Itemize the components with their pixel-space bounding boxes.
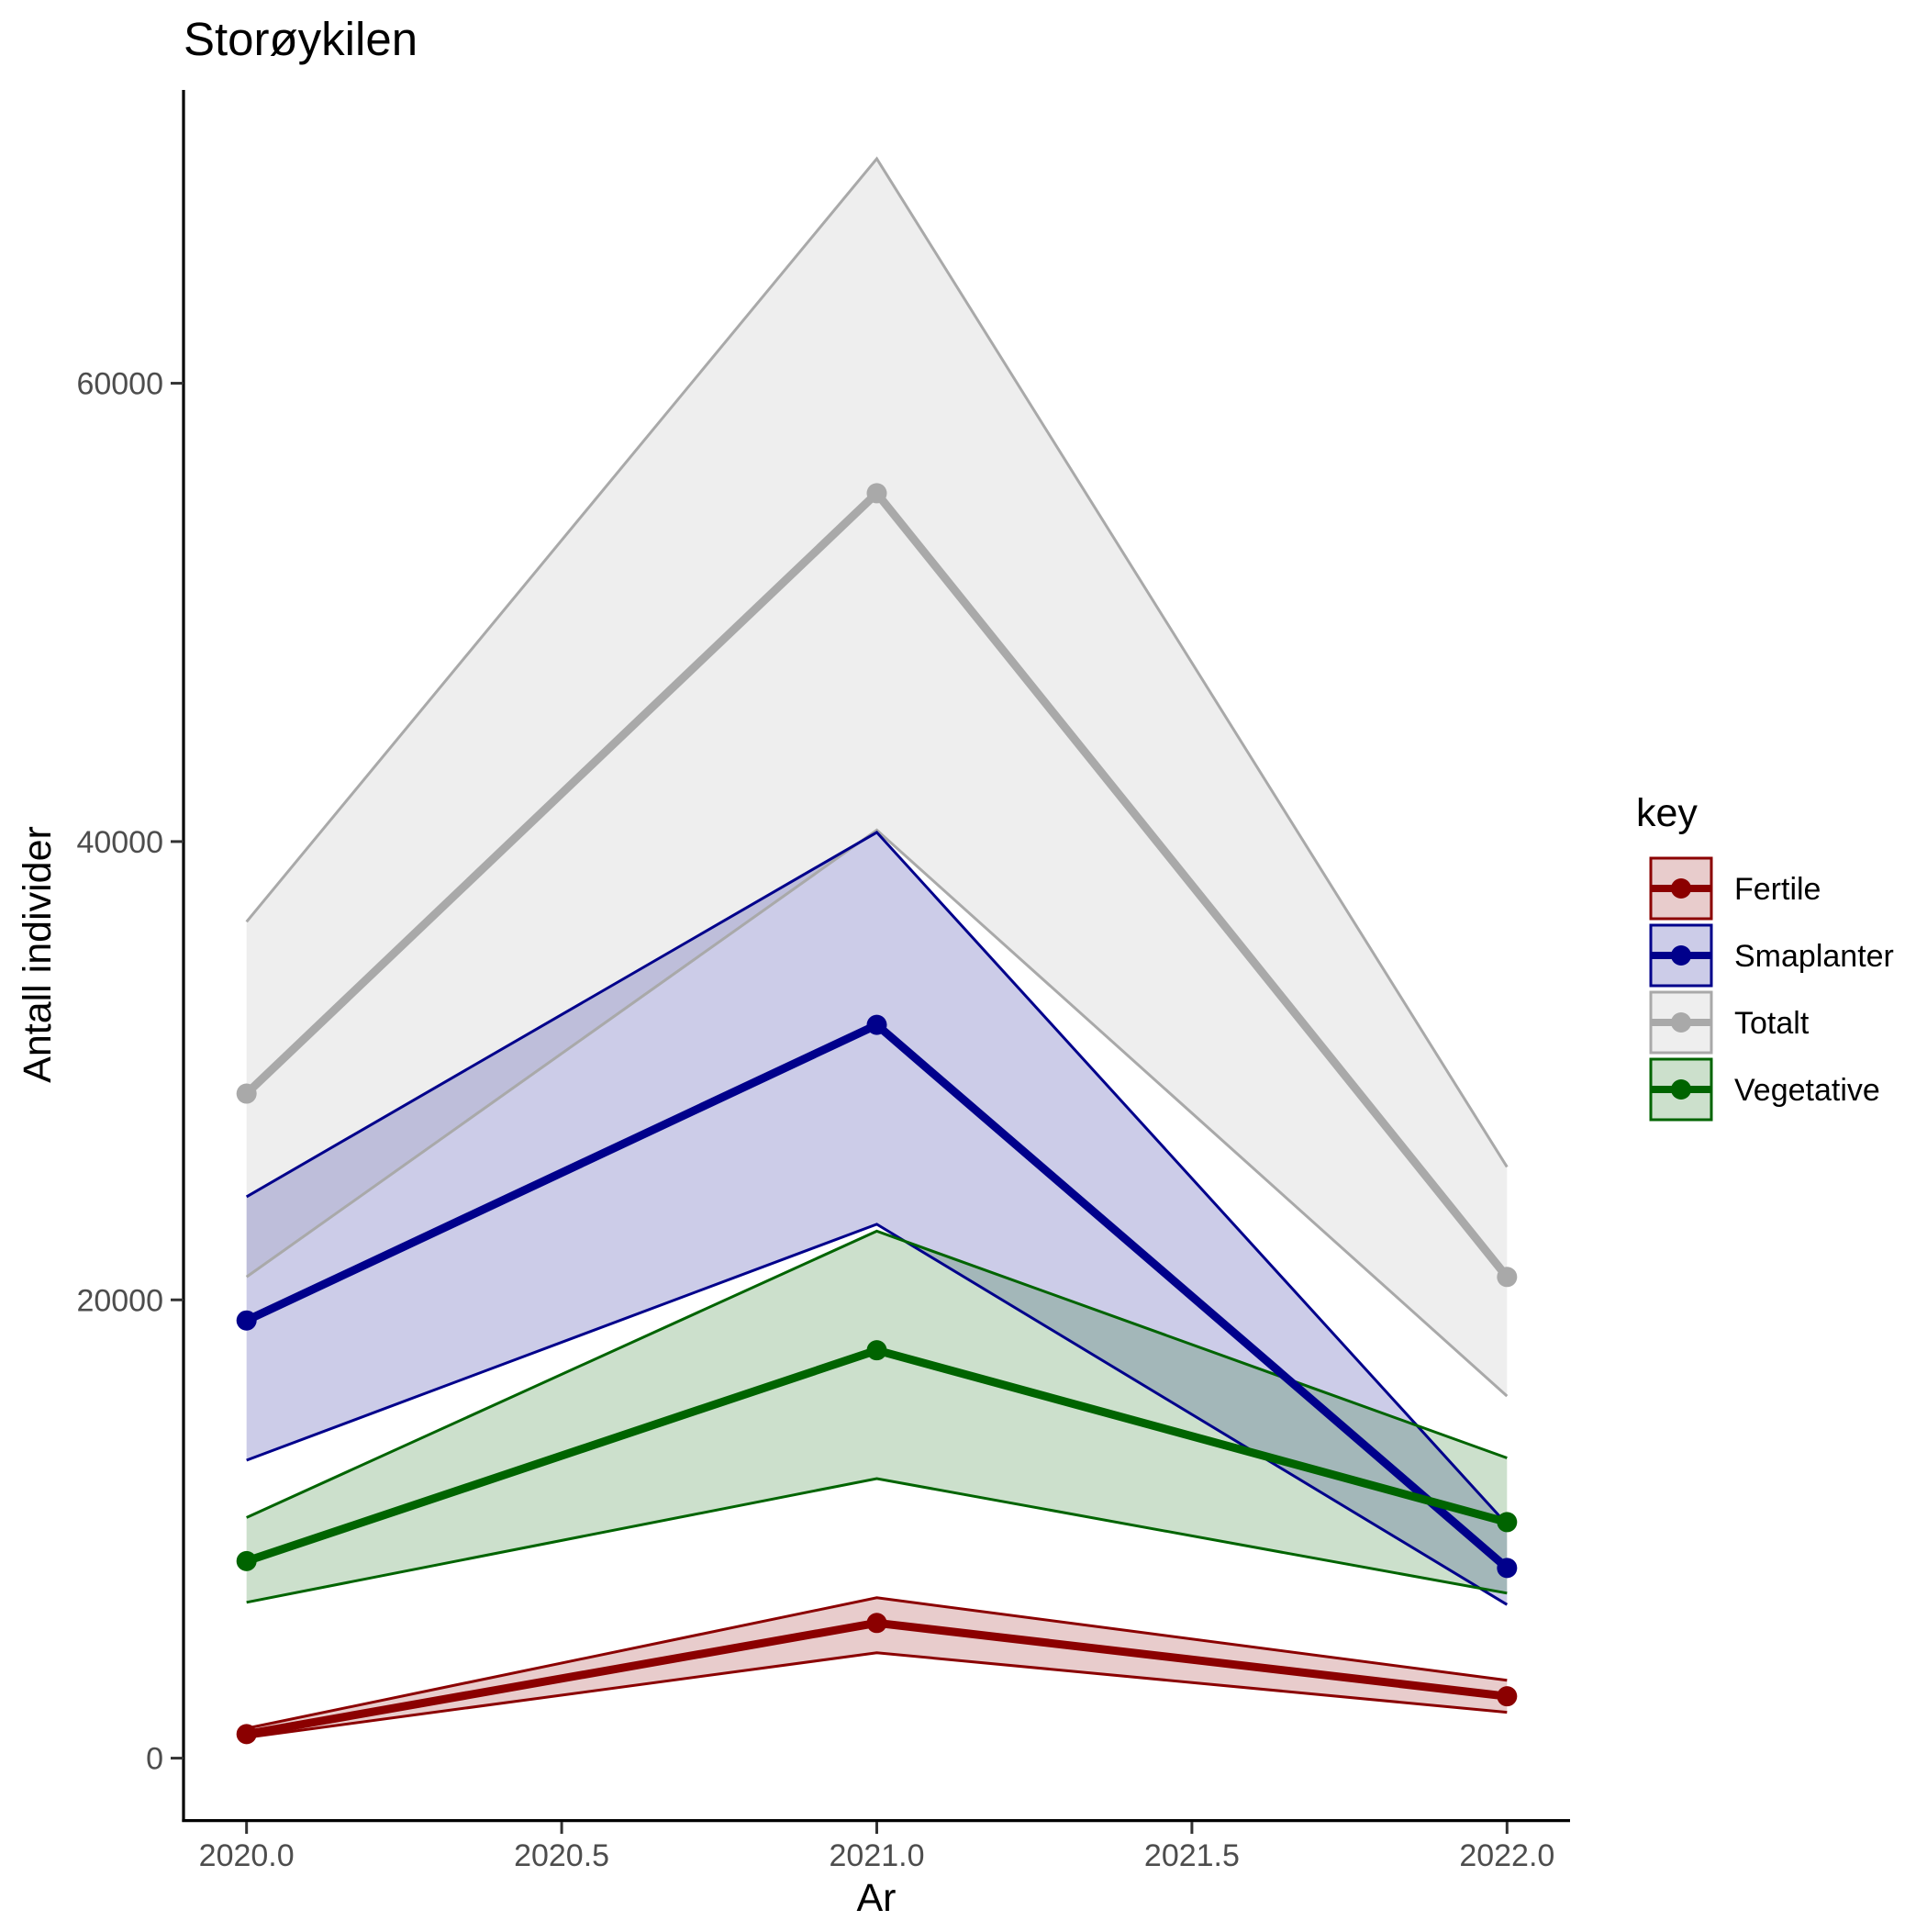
ribbon-totalt (246, 158, 1508, 1397)
x-tick-label: 2021.0 (830, 1838, 925, 1873)
legend-label: Smaplanter (1734, 939, 1894, 974)
legend-item-totalt: Totalt (1649, 990, 1810, 1055)
ribbon-smaplanter (246, 832, 1508, 1605)
ribbon-upper-edge-totalt (245, 156, 1509, 1168)
legend: key Fertile Smaplanter Totalt Vegetative (1636, 791, 1894, 1122)
ribbon-lower-edge-fertile (246, 1651, 1508, 1739)
y-tick-label: 0 (146, 1742, 163, 1777)
point-totalt-2022 (1497, 1267, 1518, 1288)
point-smaplanter-2020 (236, 1310, 257, 1331)
ribbon-upper-edge-fertile (246, 1596, 1508, 1730)
legend-key-point (1671, 1079, 1691, 1100)
legend-item-vegetative: Vegetative (1649, 1057, 1880, 1122)
y-tick-label: 60000 (76, 367, 163, 402)
legend-title: key (1636, 791, 1698, 835)
y-tick-label: 40000 (76, 825, 163, 860)
y-axis-title: Antall individer (16, 826, 60, 1083)
point-fertile-2021 (866, 1613, 887, 1634)
ribbon-lower-edge-totalt (245, 828, 1509, 1398)
point-smaplanter-2022 (1497, 1558, 1518, 1579)
chart-title: Storøykilen (184, 13, 418, 65)
point-smaplanter-2021 (866, 1014, 887, 1035)
point-vegetative-2020 (236, 1550, 257, 1571)
ribbon-upper-edge-smaplanter (245, 831, 1509, 1525)
ribbon-lower-edge-smaplanter (246, 1223, 1509, 1606)
point-totalt-2020 (236, 1083, 257, 1104)
legend-item-smaplanter: Smaplanter (1649, 923, 1894, 988)
legend-key-point (1671, 878, 1691, 899)
axes (182, 90, 1570, 1823)
x-tick-label: 2020.0 (199, 1838, 295, 1873)
line-layer (236, 483, 1518, 1745)
legend-key-point (1671, 945, 1691, 966)
legend-item-fertile: Fertile (1649, 856, 1821, 921)
y-tick-label: 20000 (76, 1283, 163, 1318)
point-totalt-2021 (866, 483, 887, 504)
legend-label: Totalt (1734, 1006, 1810, 1041)
x-axis-title: Ar (857, 1876, 897, 1920)
legend-label: Vegetative (1734, 1073, 1880, 1108)
x-tick-label: 2020.5 (514, 1838, 609, 1873)
x-tick-label: 2022.0 (1459, 1838, 1554, 1873)
ribbon-lower-edge-vegetative (246, 1477, 1508, 1604)
point-fertile-2022 (1497, 1686, 1518, 1707)
point-vegetative-2021 (866, 1340, 887, 1361)
point-fertile-2020 (236, 1724, 257, 1745)
tick-layer: 2020.0 2020.5 2021.0 2021.5 2022.0 0 20000 4000… (76, 367, 1554, 1873)
x-tick-label: 2021.5 (1144, 1838, 1240, 1873)
legend-key-point (1671, 1012, 1691, 1033)
legend-label: Fertile (1734, 872, 1821, 907)
ribbon-vegetative (246, 1231, 1508, 1603)
point-vegetative-2022 (1497, 1512, 1518, 1533)
